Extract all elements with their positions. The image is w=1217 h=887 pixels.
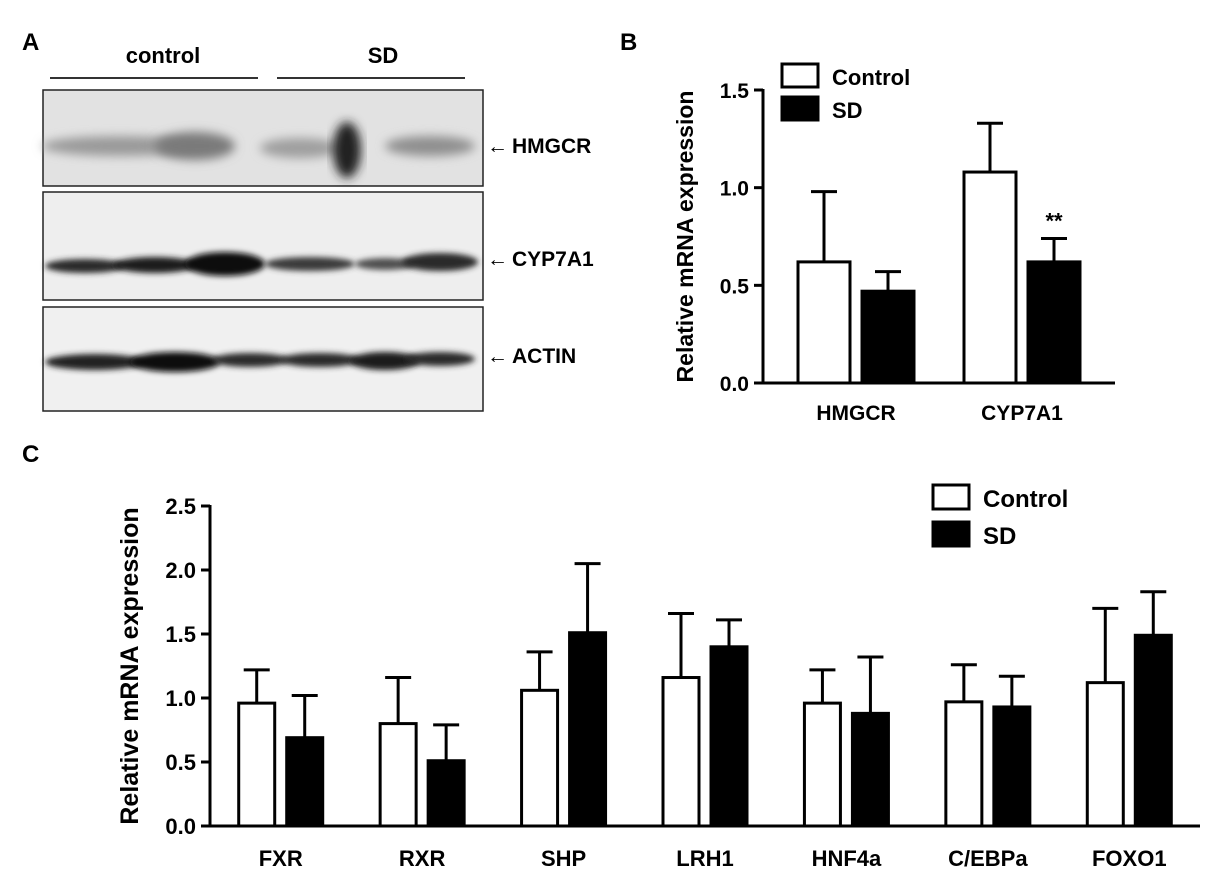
x-tick-label: HNF4a [812, 846, 882, 871]
bar [1026, 260, 1082, 385]
y-tick-label: 2.5 [165, 494, 196, 519]
bar [944, 700, 984, 828]
blot-membrane-hmgcr [42, 89, 484, 187]
blot-membrane-actin [42, 306, 484, 412]
band-arrow-cyp7a1: ← [487, 248, 508, 271]
bar [568, 631, 608, 828]
legend-label: SD [983, 523, 1016, 550]
y-axis-label: Relative mRNA expression [672, 91, 698, 383]
x-tick-label: RXR [399, 846, 446, 871]
x-tick-label: LRH1 [676, 846, 733, 871]
y-tick-label: 0.5 [720, 275, 750, 298]
band-label-actin: ACTIN [512, 345, 576, 368]
y-axis-label: Relative mRNA expression [116, 507, 144, 824]
bar [796, 260, 852, 385]
band-label-cyp7a1: CYP7A1 [512, 248, 594, 271]
bar [520, 688, 560, 828]
x-tick-label: SHP [541, 846, 586, 871]
panel-label-b: B [620, 29, 637, 56]
band-label-hmgcr: HMGCR [512, 135, 591, 158]
x-tick-label: HMGCR [816, 402, 895, 425]
western-blot: control SD ← HMGCR ← CYP7A1 [42, 43, 594, 412]
x-tick-label: FOXO1 [1092, 846, 1167, 871]
chart-c: 0.0 0.5 1.0 1.5 2.0 2.5 Relative mRNA expressi… [116, 483, 1200, 871]
significance-marker: ** [1045, 208, 1063, 233]
x-tick-label: FXR [259, 846, 303, 871]
legend-label: Control [983, 486, 1068, 513]
y-tick-label: 1.5 [720, 80, 750, 103]
bar [802, 701, 842, 828]
legend-label: Control [832, 65, 910, 90]
legend-swatch [780, 95, 820, 122]
x-tick-label: C/EBPa [948, 846, 1028, 871]
y-tick-label: 0.0 [165, 814, 196, 839]
bar [992, 705, 1032, 828]
bar [285, 736, 325, 828]
bar [378, 722, 418, 828]
band-arrow-actin: ← [487, 345, 508, 368]
x-tick-label: CYP7A1 [981, 402, 1063, 425]
blot-group-sd: SD [368, 43, 399, 68]
panel-label-a: A [22, 29, 39, 56]
bar [850, 711, 890, 828]
legend-label: SD [832, 98, 863, 123]
chart-b: 0.0 0.5 1.0 1.5 Relative mRNA expression HMGC… [672, 62, 1115, 425]
y-tick-label: 2.0 [165, 558, 196, 583]
bar [962, 170, 1018, 385]
y-tick-label: 0.0 [720, 373, 749, 396]
bar [661, 676, 701, 828]
legend-swatch [780, 62, 820, 89]
blot-group-control: control [126, 43, 201, 68]
band-arrow-hmgcr: ← [487, 135, 508, 158]
blot-membrane-cyp7a1 [42, 191, 484, 301]
bar [860, 289, 916, 385]
y-tick-label: 1.0 [165, 686, 196, 711]
y-tick-label: 1.0 [720, 178, 749, 201]
y-tick-label: 0.5 [165, 750, 196, 775]
legend-swatch [931, 483, 971, 511]
bar [426, 759, 466, 828]
bar [1085, 681, 1125, 828]
y-tick-label: 1.5 [165, 622, 196, 647]
panel-label-c: C [22, 441, 39, 468]
bar [1133, 633, 1173, 828]
legend-swatch [931, 520, 971, 548]
bar [237, 701, 277, 828]
bar [709, 645, 749, 828]
